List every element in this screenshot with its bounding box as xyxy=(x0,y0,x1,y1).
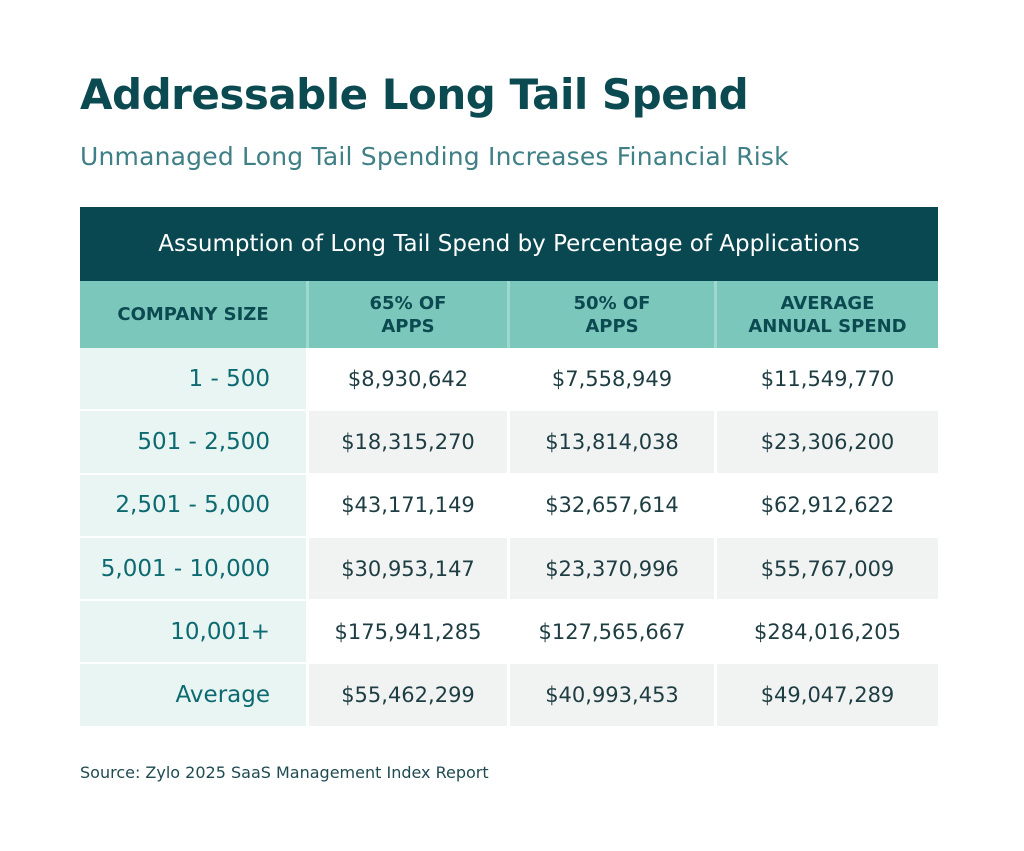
table-row: 501 - 2,500 $18,315,270 $13,814,038 $23,… xyxy=(80,411,938,475)
cell-average-annual-spend: $49,047,289 xyxy=(717,664,938,728)
table-row: 5,001 - 10,000 $30,953,147 $23,370,996 $… xyxy=(80,537,938,602)
cell-50-percent: $40,993,453 xyxy=(510,664,717,728)
cell-average-annual-spend: $23,306,200 xyxy=(717,411,938,475)
table-caption: Assumption of Long Tail Spend by Percent… xyxy=(80,207,938,281)
cell-average-annual-spend: $55,767,009 xyxy=(717,537,938,602)
table-body: 1 - 500 $8,930,642 $7,558,949 $11,549,77… xyxy=(80,348,938,728)
cell-50-percent: $127,565,667 xyxy=(510,601,717,665)
cell-average-annual-spend: $62,912,622 xyxy=(717,474,938,538)
cell-65-percent: $43,171,149 xyxy=(309,474,510,538)
column-headers: COMPANY SIZE 65% OF APPS 50% OF APPS AVE… xyxy=(80,281,938,348)
row-label: Average xyxy=(80,664,309,728)
column-header-65-percent: 65% OF APPS xyxy=(309,281,510,348)
cell-average-annual-spend: $11,549,770 xyxy=(717,348,938,412)
column-header-average-annual-spend: AVERAGE ANNUAL SPEND xyxy=(717,281,938,348)
column-header-50-percent: 50% OF APPS xyxy=(510,281,717,348)
cell-65-percent: $8,930,642 xyxy=(309,348,510,412)
cell-50-percent: $23,370,996 xyxy=(510,537,717,602)
row-label: 501 - 2,500 xyxy=(80,411,309,475)
cell-65-percent: $18,315,270 xyxy=(309,411,510,475)
row-label: 2,501 - 5,000 xyxy=(80,474,309,538)
spend-table: Assumption of Long Tail Spend by Percent… xyxy=(80,207,938,728)
cell-50-percent: $13,814,038 xyxy=(510,411,717,475)
table-row: 1 - 500 $8,930,642 $7,558,949 $11,549,77… xyxy=(80,348,938,412)
cell-65-percent: $30,953,147 xyxy=(309,537,510,602)
table-row: 10,001+ $175,941,285 $127,565,667 $284,0… xyxy=(80,601,938,665)
cell-50-percent: $32,657,614 xyxy=(510,474,717,538)
row-label: 10,001+ xyxy=(80,601,309,665)
cell-average-annual-spend: $284,016,205 xyxy=(717,601,938,665)
row-label: 1 - 500 xyxy=(80,348,309,412)
column-header-company-size: COMPANY SIZE xyxy=(80,281,309,348)
table-row: 2,501 - 5,000 $43,171,149 $32,657,614 $6… xyxy=(80,474,938,538)
cell-65-percent: $55,462,299 xyxy=(309,664,510,728)
page-title: Addressable Long Tail Spend xyxy=(80,70,749,119)
cell-65-percent: $175,941,285 xyxy=(309,601,510,665)
cell-50-percent: $7,558,949 xyxy=(510,348,717,412)
row-label: 5,001 - 10,000 xyxy=(80,537,309,602)
page-subtitle: Unmanaged Long Tail Spending Increases F… xyxy=(80,142,789,171)
source-note: Source: Zylo 2025 SaaS Management Index … xyxy=(80,763,489,782)
table-row-average: Average $55,462,299 $40,993,453 $49,047,… xyxy=(80,664,938,728)
